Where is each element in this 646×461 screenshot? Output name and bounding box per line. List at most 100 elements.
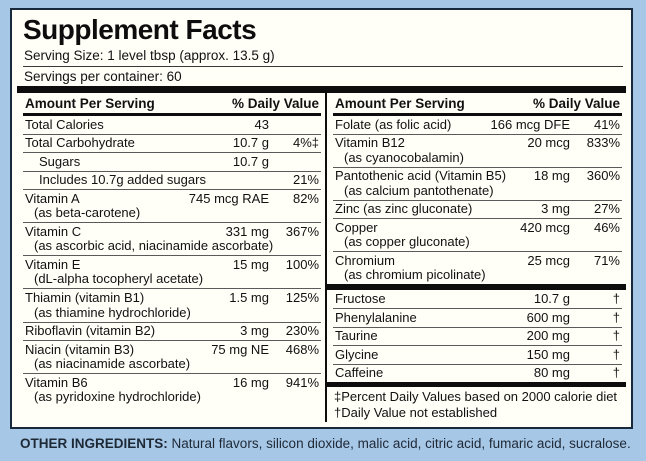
page-title: Supplement Facts: [23, 14, 257, 45]
nutrient-name: Vitamin C: [25, 223, 82, 239]
nutrient-amount: 16 mg: [232, 374, 269, 390]
nutrient-row-niacin: Niacin (vitamin B3) 75 mg NE 468% (as ni…: [23, 340, 321, 373]
nutrient-amount: 15 mg: [232, 256, 269, 272]
nutrient-dv: 833%: [586, 135, 620, 151]
nutrient-dv: †: [612, 328, 620, 344]
nutrient-amount: 10.7 g: [533, 290, 570, 306]
nutrient-dv: 21%: [292, 172, 319, 188]
nutrient-name: Vitamin E: [25, 256, 81, 272]
nutrient-name: Riboflavin (vitamin B2): [25, 323, 156, 339]
nutrient-name: Folate (as folic acid): [335, 116, 452, 132]
nutrient-dv: 27%: [593, 201, 620, 217]
nutrient-amount: 166 mcg DFE: [490, 116, 570, 132]
nutrient-dv: †: [612, 290, 620, 306]
nutrient-row-caffeine: Caffeine 80 mg †: [333, 363, 622, 383]
nutrient-name: Pantothenic acid (Vitamin B5): [335, 168, 507, 184]
nutrient-amount: 10.7 g: [232, 135, 269, 151]
nutrient-source: (dL-alpha tocopheryl acetate): [34, 271, 204, 287]
other-ingredients-text: Natural flavors, silicon dioxide, malic …: [171, 436, 631, 451]
nutrient-dv: 468%: [285, 341, 319, 357]
nutrient-row-vitamin-e: Vitamin E 15 mg 100% (dL-alpha tocophery…: [23, 255, 321, 288]
nutrient-amount: 3 mg: [541, 201, 570, 217]
other-ingredients: OTHER INGREDIENTS: Natural flavors, sili…: [20, 436, 634, 451]
nutrient-amount: 18 mg: [533, 168, 570, 184]
nutrient-amount: 43: [254, 116, 269, 132]
footnotes: ‡Percent Daily Values based on 2000 calo…: [333, 387, 622, 422]
serving-size-text: Serving Size: 1 level tbsp (approx. 13.5…: [23, 47, 623, 67]
nutrient-amount: 10.7 g: [232, 153, 269, 169]
nutrient-dv: 4%‡: [292, 135, 319, 151]
nutrient-source: (as chromium picolinate): [344, 267, 486, 283]
footnote-daily-value-not-established: †Daily Value not established: [334, 405, 498, 421]
nutrient-source: (as thiamine hydrochloride): [34, 304, 191, 320]
nutrient-dv: 100%: [285, 256, 319, 272]
panel-header: Supplement Facts Serving Size: 1 level t…: [12, 10, 631, 86]
nutrient-amount: 25 mcg: [527, 252, 570, 268]
nutrient-row-copper: Copper 420 mcg 46% (as copper gluconate): [333, 218, 622, 251]
nutrient-row-thiamin: Thiamin (vitamin B1) 1.5 mg 125% (as thi…: [23, 288, 321, 321]
nutrient-name: Zinc (as zinc gluconate): [335, 201, 473, 217]
nutrient-source: (as beta-carotene): [34, 205, 141, 221]
section-divider-bar: [327, 284, 626, 291]
nutrient-name: Vitamin B12: [335, 135, 405, 151]
nutrient-dv: 41%: [593, 116, 620, 132]
nutrient-row-pantothenic-acid: Pantothenic acid (Vitamin B5) 18 mg 360%…: [333, 166, 622, 200]
nutrient-name: Copper: [335, 219, 378, 235]
nutrient-source: (as pyridoxine hydrochloride): [34, 389, 201, 405]
daily-value-header: % Daily Value: [231, 96, 319, 111]
nutrient-dv: 941%: [285, 374, 319, 390]
nutrient-amount: 80 mg: [533, 365, 570, 381]
nutrient-row-folate: Folate (as folic acid) 166 mcg DFE 41%: [333, 116, 622, 134]
nutrient-row-chromium: Chromium 25 mcg 71% (as chromium picolin…: [333, 251, 622, 284]
nutrition-table: Amount Per Serving % Daily Value Total C…: [17, 86, 626, 422]
nutrient-amount: 600 mg: [526, 309, 570, 325]
nutrient-row-sugars: Sugars 10.7 g: [23, 152, 321, 171]
nutrient-dv: 367%: [285, 223, 319, 239]
daily-value-header: % Daily Value: [532, 96, 620, 111]
table-column-left: Amount Per Serving % Daily Value Total C…: [17, 93, 325, 422]
nutrient-name: Glycine: [335, 346, 379, 362]
nutrient-source: (as calcium pantothenate): [344, 182, 494, 198]
nutrient-row-glycine: Glycine 150 mg †: [333, 345, 622, 364]
nutrient-name: Thiamin (vitamin B1): [25, 289, 145, 305]
nutrient-dv: †: [612, 309, 620, 325]
nutrient-row-vitamin-c: Vitamin C 331 mg 367% (as ascorbic acid,…: [23, 222, 321, 255]
nutrient-dv: 230%: [285, 323, 319, 339]
nutrient-source: (as niacinamide ascorbate): [34, 356, 191, 372]
nutrient-amount: 150 mg: [526, 346, 570, 362]
amount-per-serving-header: Amount Per Serving: [335, 96, 465, 111]
nutrient-dv: †: [612, 365, 620, 381]
nutrient-source: (as ascorbic acid, niacinamide ascorbate…: [34, 238, 274, 254]
nutrient-row-total-calories: Total Calories 43: [23, 116, 321, 134]
nutrient-source: (as copper gluconate): [344, 234, 470, 250]
nutrient-row-vitamin-b6: Vitamin B6 16 mg 941% (as pyridoxine hyd…: [23, 373, 321, 406]
nutrient-name: Taurine: [335, 328, 378, 344]
nutrient-name: Phenylalanine: [335, 309, 417, 325]
nutrient-dv: 71%: [593, 252, 620, 268]
nutrient-name: Caffeine: [335, 365, 384, 381]
nutrient-amount: 20 mcg: [527, 135, 570, 151]
nutrient-name: Total Calories: [25, 116, 104, 132]
nutrient-name: Sugars: [39, 153, 81, 169]
section-divider-bar: [327, 382, 626, 388]
nutrient-row-fructose: Fructose 10.7 g †: [333, 290, 622, 308]
nutrient-name: Vitamin B6: [25, 374, 88, 390]
other-ingredients-label: OTHER INGREDIENTS:: [20, 436, 168, 451]
nutrient-name: Chromium: [335, 252, 395, 268]
nutrient-row-total-carbohydrate: Total Carbohydrate 10.7 g 4%‡: [23, 133, 321, 153]
nutrient-name: Total Carbohydrate: [25, 135, 135, 151]
nutrient-amount: 745 mcg RAE: [188, 190, 269, 206]
nutrient-name: Fructose: [335, 290, 386, 306]
column-header: Amount Per Serving % Daily Value: [23, 93, 321, 116]
nutrient-amount: 3 mg: [240, 323, 269, 339]
nutrient-amount: 1.5 mg: [229, 289, 269, 305]
nutrient-row-taurine: Taurine 200 mg †: [333, 326, 622, 346]
table-column-right: Amount Per Serving % Daily Value Folate …: [325, 93, 626, 422]
nutrient-name: Includes 10.7g added sugars: [39, 172, 206, 188]
nutrient-row-riboflavin: Riboflavin (vitamin B2) 3 mg 230%: [23, 321, 321, 341]
amount-per-serving-header: Amount Per Serving: [25, 96, 155, 111]
column-header: Amount Per Serving % Daily Value: [333, 93, 622, 116]
nutrient-amount: 200 mg: [526, 328, 570, 344]
nutrient-row-vitamin-b12: Vitamin B12 20 mcg 833% (as cyanocobalam…: [333, 133, 622, 167]
